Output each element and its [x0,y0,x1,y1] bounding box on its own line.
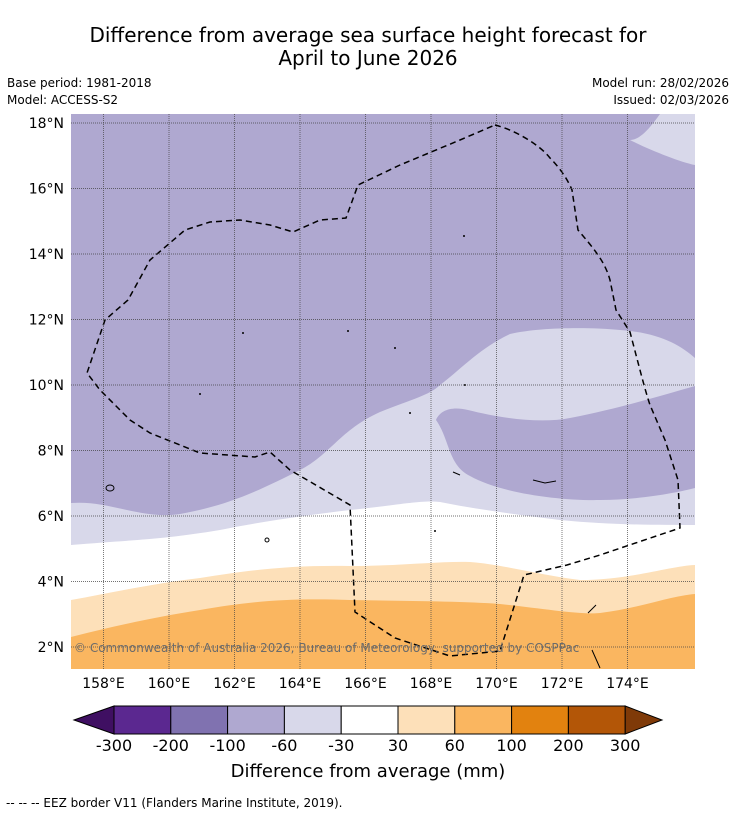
colorbar-segment [113,705,172,735]
lon-tick-label: 168°E [410,676,453,692]
island [463,235,465,237]
colorbar [72,705,664,735]
lon-tick-label: 174°E [606,676,649,692]
lat-tick-label: 14°N [29,247,64,263]
colorbar-tick-label: -30 [328,736,355,755]
island [347,330,349,332]
model-run: Model run: 28/02/2026 [591,76,729,90]
island [199,393,201,395]
lat-tick-label: 16°N [29,182,64,198]
colorbar-segment [454,705,513,735]
island-outline [105,484,115,492]
colorbar-tick-label: 30 [387,736,409,755]
island [409,412,411,414]
lat-tick-label: 8°N [38,444,64,460]
colorbar-extend-low [72,705,115,735]
chart-title-line2: April to June 2026 [278,46,458,70]
model-name: Model: ACCESS-S2 [7,93,119,107]
lon-tick-label: 172°E [541,676,584,692]
base-period: Base period: 1981-2018 [7,76,152,90]
lon-tick-label: 166°E [344,676,387,692]
island [394,347,396,349]
graticule [71,114,695,669]
island [587,604,597,614]
colorbar-tick-label: -200 [152,736,189,755]
colorbar-tick-label: -60 [271,736,298,755]
colorbar-segment [511,705,569,735]
lat-tick-label: 12°N [29,313,64,329]
eez-legend: -- -- -- EEZ border V11 (Flanders Marine… [6,796,343,810]
lon-tick-label: 164°E [279,676,322,692]
colorbar-tick-label: 100 [496,736,527,755]
island [434,530,436,532]
colorbar-segment [567,705,626,735]
anomaly-band-pos60 [71,594,695,669]
eez-border [86,124,681,657]
lat-tick-label: 18°N [29,116,64,132]
chart-title-line1: Difference from average sea surface heig… [89,23,647,47]
axis-tick-labels: 18°N 16°N 14°N 12°N 10°N 8°N 6°N 4°N 2°N 158°E 160… [29,116,649,692]
lon-tick-label: 170°E [475,676,518,692]
island [264,537,270,543]
colorbar-title: Difference from average (mm) [230,761,506,782]
island [532,479,557,484]
lat-tick-label: 2°N [38,640,64,656]
island [242,332,244,334]
lon-tick-label: 160°E [148,676,191,692]
copyright-notice: © Commonwealth of Australia 2026, Bureau… [74,641,580,655]
lat-tick-label: 10°N [29,378,64,394]
colorbar-extend-high [624,705,664,735]
island [452,471,461,476]
island [591,649,601,669]
lat-tick-label: 4°N [38,575,64,591]
map-area [71,114,695,669]
lon-tick-label: 158°E [82,676,125,692]
colorbar-tick-label: 60 [444,736,465,755]
issued-date: Issued: 02/03/2026 [613,93,729,107]
anomaly-patch-neg100-east [436,386,695,501]
colorbar-tick-label: 300 [609,736,641,755]
colorbar-tick-label: -100 [209,736,246,755]
colorbar-segment [227,705,285,735]
lat-tick-label: 6°N [38,509,64,525]
colorbar-tick-label: 200 [553,736,584,755]
colorbar-segment [397,705,456,735]
colorbar-segment [340,705,399,735]
colorbar-tick-label: -300 [95,736,133,755]
colorbar-segment [283,705,342,735]
anomaly-patch-neg60-ne [610,114,695,165]
lon-tick-label: 162°E [213,676,256,692]
colorbar-segment [170,705,229,735]
